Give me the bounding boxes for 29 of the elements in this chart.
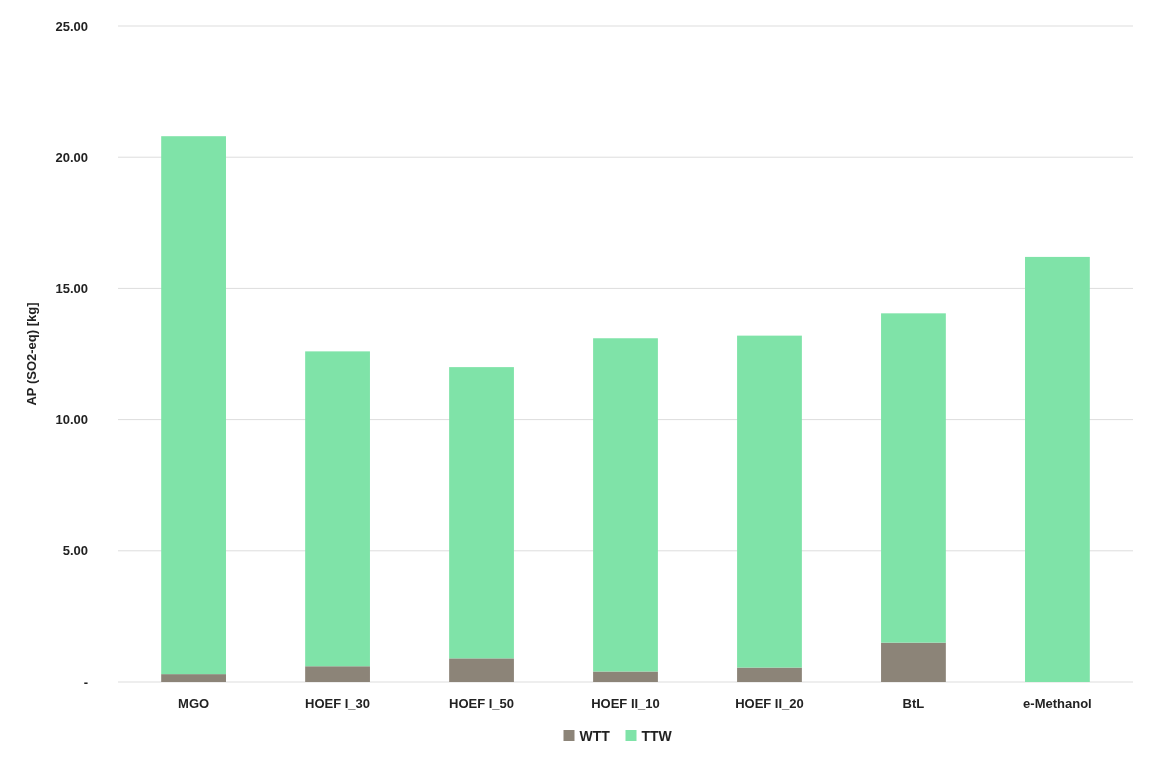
bar [449,658,514,682]
bar [737,335,802,668]
legend-label: WTT [579,727,611,744]
bar [881,313,946,643]
y-axis-title: AP (SO2-eq) [kg] [24,302,39,406]
y-tick-label: 20.00 [55,149,88,165]
bar [305,351,370,667]
y-tick-label: - [83,674,88,690]
x-tick-label: BtL [902,696,925,711]
bar [881,642,946,682]
legend-label: TTW [641,727,673,744]
bar [305,666,370,682]
bar [593,338,658,672]
bar [161,136,226,675]
x-tick-label: MGO [178,696,210,711]
bar [161,674,226,682]
bar [593,671,658,682]
x-tick-label: HOEF II_20 [735,696,804,711]
y-tick-label: 15.00 [55,280,88,296]
y-tick-label: 10.00 [55,412,88,428]
x-tick-label: HOEF I_30 [305,696,371,711]
bar [737,667,802,682]
y-tick-label: 5.00 [62,543,88,559]
x-tick-label: HOEF I_50 [449,696,515,711]
x-tick-label: e-Methanol [1023,696,1092,711]
bar [449,367,514,659]
y-tick-label: 25.00 [55,18,88,34]
x-tick-label: HOEF II_10 [591,696,660,711]
bar [1025,256,1090,682]
